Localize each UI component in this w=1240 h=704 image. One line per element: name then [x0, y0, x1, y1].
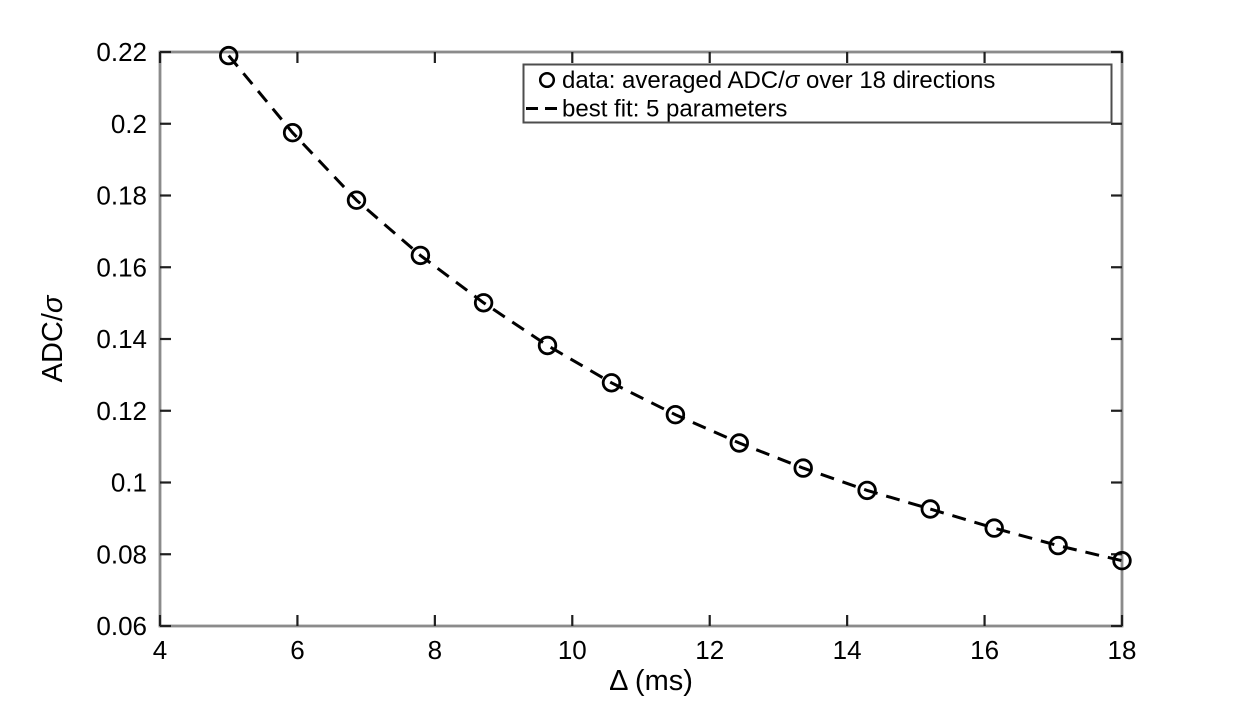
data-point-marker — [793, 458, 813, 478]
plot-area: 4 6 8 10 12 14 16 18 0.06 0.08 0.1 0.12 0.14 0.16 0.18… — [96, 37, 1136, 665]
y-tick-label: 0.06 — [96, 611, 147, 641]
x-tick-label: 4 — [153, 635, 167, 665]
data-point-marker — [282, 122, 303, 143]
legend-box — [522, 63, 1113, 124]
data-point-marker — [410, 245, 431, 266]
x-tick-label: 10 — [558, 635, 587, 665]
x-tick-label: 16 — [970, 635, 999, 665]
legend-entry-data-label: data: averaged ADC/σ over 18 directions — [562, 67, 995, 94]
x-tick-label: 6 — [290, 635, 304, 665]
axes-frame — [158, 50, 1124, 628]
data-point-marker — [729, 433, 750, 453]
y-tick-label: 0.2 — [111, 109, 147, 139]
data-point-marker — [984, 518, 1004, 538]
x-tick-label: 8 — [428, 635, 442, 665]
x-tick-label: 12 — [695, 635, 724, 665]
y-tick-label: 0.18 — [96, 181, 147, 211]
legend-circle-marker-icon — [538, 71, 556, 89]
legend-entry-fit-label: best fit: 5 parameters — [562, 96, 787, 123]
x-tick-label: 18 — [1108, 635, 1137, 665]
y-tick-label: 0.16 — [96, 252, 147, 282]
data-point-marker — [473, 293, 494, 313]
data-point-marker — [601, 373, 622, 393]
legend: data: averaged ADC/σ over 18 directions … — [522, 63, 1113, 124]
y-tick-label: 0.14 — [96, 324, 147, 354]
y-tick-label: 0.08 — [96, 539, 147, 569]
y-tick-label: 0.22 — [96, 37, 147, 67]
best-fit-line — [227, 54, 1123, 563]
data-point-marker — [920, 499, 941, 519]
data-point-marker — [537, 335, 558, 356]
data-point-marker — [346, 190, 367, 210]
data-point-marker — [857, 480, 877, 501]
y-axis-label: ADC/σ — [37, 294, 69, 382]
x-tick-label: 14 — [833, 635, 862, 665]
data-point-marker — [218, 45, 239, 66]
y-tick-label: 0.1 — [111, 468, 147, 498]
data-point-marker — [1048, 535, 1068, 556]
data-point-marker — [665, 405, 686, 425]
x-axis-label: Δ (ms) — [609, 665, 693, 697]
data-point-marker — [1112, 551, 1132, 571]
y-tick-label: 0.12 — [96, 396, 147, 426]
